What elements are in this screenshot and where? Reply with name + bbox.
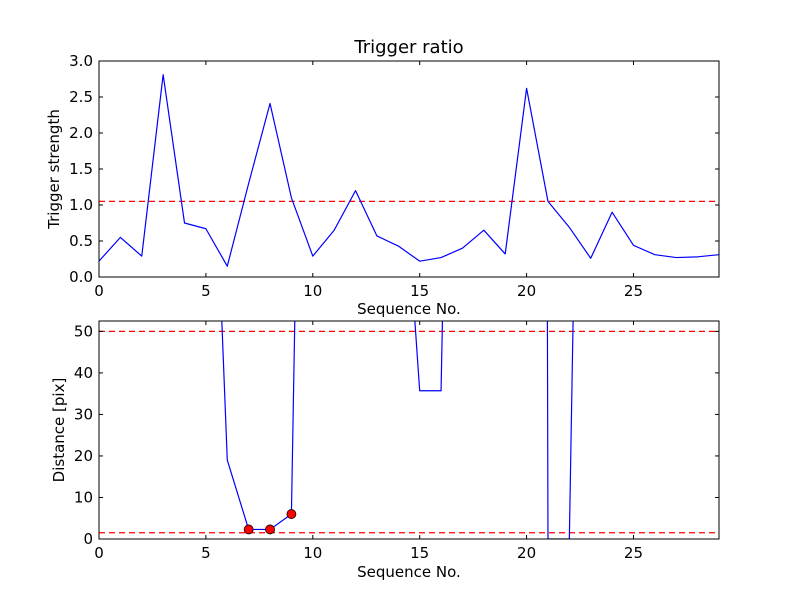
top-y-tick-label: 3.0: [69, 52, 93, 70]
bottom-x-tick-label: 20: [517, 544, 536, 562]
bottom-y-tick-label: 30: [74, 405, 93, 423]
bottom-subplot: 0 5 10 15 20 25 0 10 20 30 40 50 Sequence No. Dista…: [50, 320, 720, 581]
top-series-line-0: [99, 74, 719, 267]
top-plot-background: [99, 61, 719, 277]
bottom-marker-point: [243, 524, 254, 535]
bottom-y-axis-label: Distance [pix]: [50, 378, 68, 483]
bottom-y-tick-label: 20: [74, 447, 93, 465]
top-x-axis-label: Sequence No.: [357, 300, 461, 318]
top-y-tick-label: 1.5: [69, 160, 93, 178]
bottom-plot-frame: [98, 320, 720, 540]
top-y-tick-label: 2.5: [69, 88, 93, 106]
bottom-marker-point: [265, 524, 275, 535]
bottom-x-tick-label: 15: [410, 544, 429, 562]
bottom-plot-background: [99, 321, 719, 539]
top-y-tick-label: 0.0: [69, 268, 93, 286]
bottom-x-tick-label: 0: [94, 544, 104, 562]
top-x-tick-label: 25: [624, 282, 643, 300]
bottom-x-tick-label: 25: [624, 544, 643, 562]
bottom-marker-point: [286, 509, 297, 519]
bottom-series-line-1: [414, 321, 444, 392]
bottom-y-tick-label: 0: [83, 530, 93, 548]
top-x-tick-label: 10: [303, 282, 322, 300]
top-x-tick-label: 20: [517, 282, 536, 300]
bottom-y-tick-label: 50: [74, 322, 93, 340]
bottom-x-tick-label: 5: [201, 544, 211, 562]
top-x-tick-label: 0: [94, 282, 104, 300]
bottom-x-axis-label: Sequence No.: [357, 563, 461, 581]
top-y-axis-label: Trigger strength: [45, 109, 63, 230]
top-x-tick-label: 5: [201, 282, 211, 300]
bottom-x-tick-label: 10: [303, 544, 322, 562]
top-subplot: 0 5 10 15 20 25 0.0 0.5 1.0 1.5 2.0 2.5 3.0 Trigger …: [45, 37, 720, 318]
top-x-tick-label: 15: [410, 282, 429, 300]
bottom-y-tick-label: 10: [74, 488, 93, 506]
bottom-y-tick-label: 40: [74, 364, 93, 382]
bottom-series-line-0: [221, 321, 296, 531]
top-y-tick-label: 1.0: [69, 196, 93, 214]
top-y-tick-label: 2.0: [69, 124, 93, 142]
top-chart-title: Trigger ratio: [353, 37, 463, 58]
top-y-tick-label: 0.5: [69, 232, 93, 250]
